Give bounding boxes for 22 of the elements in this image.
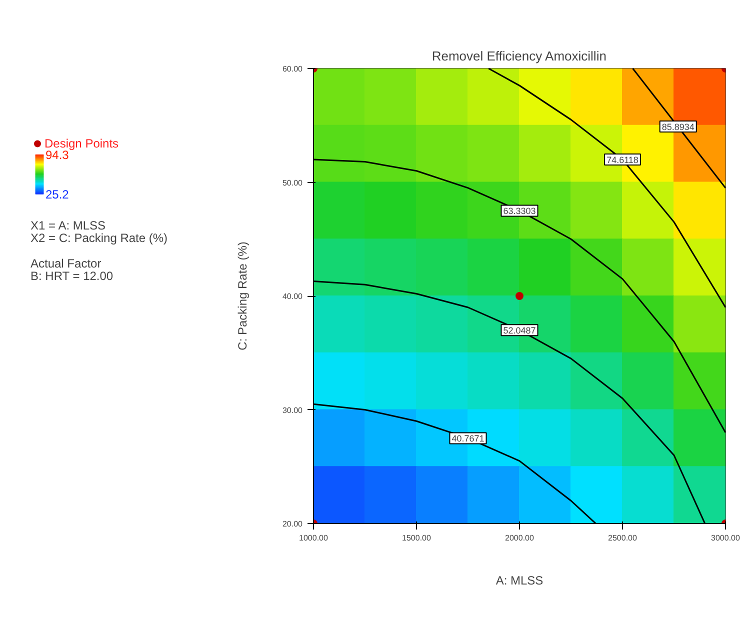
- x-tick-label: 2000.00: [505, 534, 535, 542]
- x-tick-label: 2500.00: [608, 534, 638, 542]
- text: X1 = A: MLSS: [30, 218, 106, 233]
- y-tick-label: 20.00: [282, 520, 304, 528]
- y-tick-label: 40.00: [282, 292, 304, 301]
- color-bar-label: 25.2: [46, 188, 70, 202]
- legend-label: Design Points: [44, 136, 119, 151]
- y-tick-label: 60.00: [282, 64, 304, 74]
- annotation: 85.8934: [662, 122, 694, 132]
- text: B: HRT = 12.00: [30, 268, 114, 283]
- color-bar-label: 94.3: [46, 148, 70, 162]
- text: X2 = C: Packing Rate (%): [30, 230, 168, 245]
- line-series: [488, 68, 726, 308]
- y-axis-title: C: Packing Rate (%): [235, 242, 250, 350]
- y-tick-label: 30.00: [282, 406, 304, 415]
- x-axis-title: A: MLSS: [496, 574, 544, 588]
- x-tick-label: 1000.00: [299, 534, 329, 542]
- y-tick-label: 50.00: [282, 178, 304, 188]
- chart-title: Removel Efficiency Amoxicillin: [432, 48, 606, 64]
- x-tick-label: 3000.00: [711, 534, 741, 542]
- x-tick-label: 1500.00: [402, 534, 432, 542]
- text: Actual Factor: [30, 256, 102, 270]
